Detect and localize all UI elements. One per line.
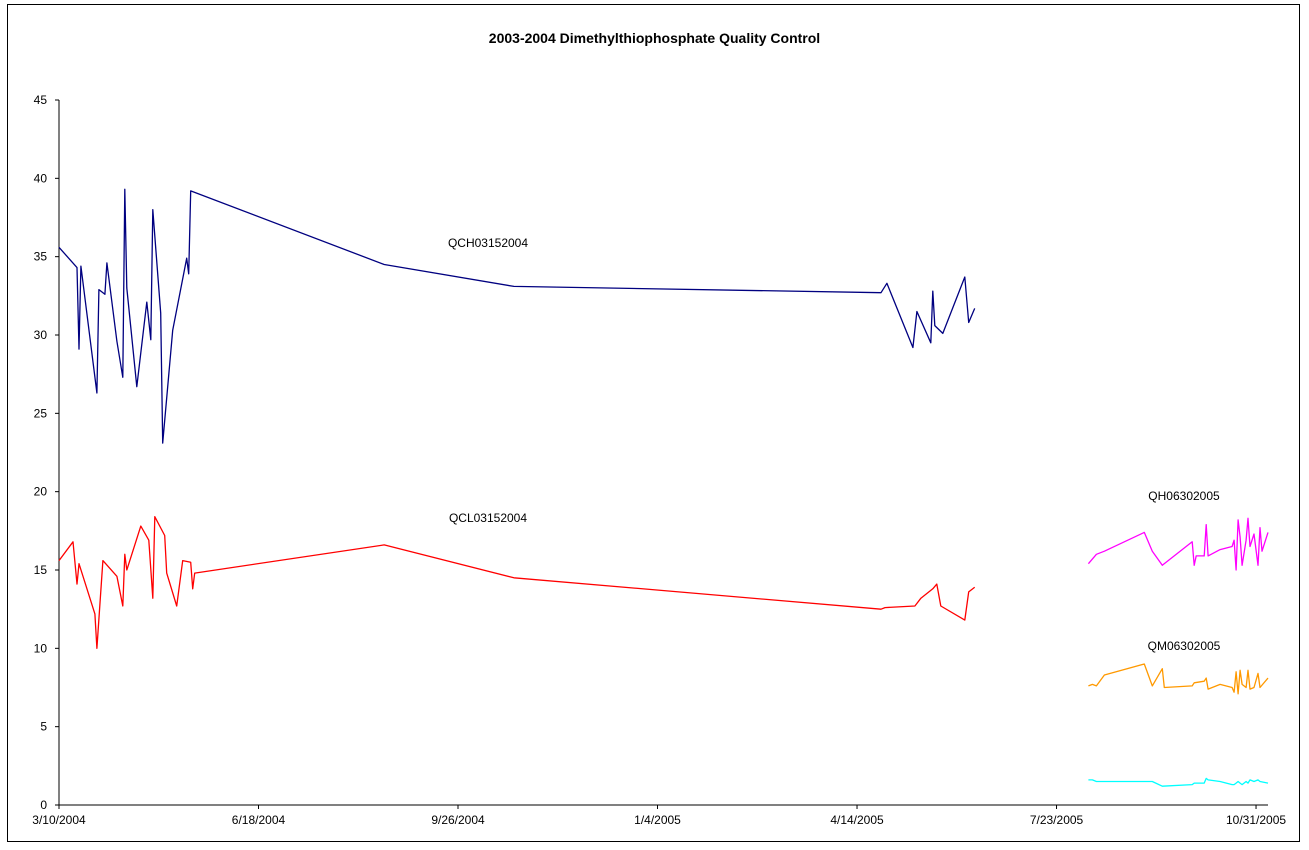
series-label: QCH03152004 — [448, 236, 528, 250]
x-tick-label: 3/10/2004 — [32, 813, 86, 827]
series-line-qch03152004 — [58, 188, 976, 444]
chart-frame — [7, 4, 1300, 842]
y-tick-label: 45 — [34, 93, 48, 107]
series-line-qh06302005 — [1087, 517, 1269, 571]
x-tick-label: 6/18/2004 — [232, 813, 286, 827]
x-tick-label: 9/26/2004 — [431, 813, 485, 827]
y-tick-label: 35 — [34, 250, 48, 264]
y-tick-label: 15 — [34, 563, 48, 577]
y-tick-label: 25 — [34, 406, 48, 420]
plot-area: 0 5 10 15 20 25 30 35 40 45 3/10/2004 6/18/2004 9/26… — [32, 93, 1286, 827]
x-tick-label: 4/14/2005 — [830, 813, 884, 827]
chart-title: 2003-2004 Dimethylthiophosphate Quality … — [488, 30, 821, 46]
x-tick-label: 7/23/2005 — [1030, 813, 1084, 827]
series-line-qcl03152004 — [58, 516, 976, 649]
series-label: QCL03152004 — [449, 511, 527, 525]
y-tick-label: 0 — [40, 798, 47, 812]
y-tick-label: 40 — [34, 171, 48, 185]
y-tick-label: 30 — [34, 328, 48, 342]
series-label: QH06302005 — [1148, 489, 1220, 503]
y-tick-label: 20 — [34, 485, 48, 499]
series-line-unnamed — [1088, 777, 1269, 787]
x-tick-label: 1/4/2005 — [634, 813, 681, 827]
x-tick-label: 10/31/2005 — [1226, 813, 1286, 827]
series-label: QM06302005 — [1148, 639, 1221, 653]
y-tick-label: 10 — [34, 641, 48, 655]
y-tick-label: 5 — [40, 720, 47, 734]
series-line-qm06302005 — [1088, 663, 1269, 695]
